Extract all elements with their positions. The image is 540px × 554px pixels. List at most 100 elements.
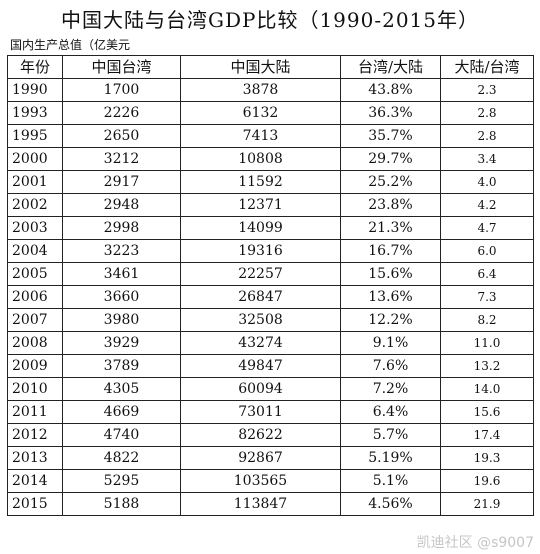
header-year: 年份 (7, 55, 63, 79)
cell-year: 2015 (7, 492, 63, 516)
cell-tw-cn-ratio: 23.8% (340, 193, 441, 217)
cell-mainland-gdp: 103565 (180, 469, 341, 493)
table-row: 2005 3461 22257 15.6% 6.4 (7, 262, 534, 286)
cell-year: 2011 (7, 400, 63, 424)
table-row: 2002 2948 12371 23.8% 4.2 (7, 193, 534, 217)
table-row: 2015 5188 113847 4.56% 21.9 (7, 492, 534, 516)
cell-year: 2006 (7, 285, 63, 309)
cell-tw-cn-ratio: 9.1% (340, 331, 441, 355)
cell-tw-cn-ratio: 15.6% (340, 262, 441, 286)
cell-mainland-gdp: 19316 (180, 239, 341, 263)
cell-tw-cn-ratio: 6.4% (340, 400, 441, 424)
table-row: 2011 4669 73011 6.4% 15.6 (7, 400, 534, 424)
cell-year: 2007 (7, 308, 63, 332)
cell-taiwan-gdp: 2226 (62, 101, 181, 125)
cell-cn-tw-ratio: 15.6 (440, 400, 534, 424)
table-row: 1993 2226 6132 36.3% 2.8 (7, 101, 534, 125)
cell-cn-tw-ratio: 17.4 (440, 423, 534, 447)
cell-cn-tw-ratio: 4.2 (440, 193, 534, 217)
table-row: 1990 1700 3878 43.8% 2.3 (7, 78, 534, 102)
table-row: 2012 4740 82622 5.7% 17.4 (7, 423, 534, 447)
table-row: 1995 2650 7413 35.7% 2.8 (7, 124, 534, 148)
cell-year: 2001 (7, 170, 63, 194)
cell-mainland-gdp: 82622 (180, 423, 341, 447)
table-row: 2014 5295 103565 5.1% 19.6 (7, 469, 534, 493)
cell-taiwan-gdp: 2650 (62, 124, 181, 148)
cell-year: 2012 (7, 423, 63, 447)
cell-taiwan-gdp: 3980 (62, 308, 181, 332)
cell-cn-tw-ratio: 6.0 (440, 239, 534, 263)
cell-tw-cn-ratio: 35.7% (340, 124, 441, 148)
cell-taiwan-gdp: 4669 (62, 400, 181, 424)
cell-tw-cn-ratio: 21.3% (340, 216, 441, 240)
cell-mainland-gdp: 12371 (180, 193, 341, 217)
cell-mainland-gdp: 49847 (180, 354, 341, 378)
cell-tw-cn-ratio: 29.7% (340, 147, 441, 171)
cell-taiwan-gdp: 3929 (62, 331, 181, 355)
cell-cn-tw-ratio: 3.4 (440, 147, 534, 171)
cell-taiwan-gdp: 2998 (62, 216, 181, 240)
cell-cn-tw-ratio: 2.8 (440, 124, 534, 148)
cell-cn-tw-ratio: 4.0 (440, 170, 534, 194)
header-taiwan-mainland-ratio: 台湾/大陆 (340, 55, 441, 79)
cell-year: 2010 (7, 377, 63, 401)
cell-year: 2005 (7, 262, 63, 286)
cell-mainland-gdp: 10808 (180, 147, 341, 171)
cell-tw-cn-ratio: 5.19% (340, 446, 441, 470)
cell-tw-cn-ratio: 5.7% (340, 423, 441, 447)
cell-mainland-gdp: 14099 (180, 216, 341, 240)
table-row: 2003 2998 14099 21.3% 4.7 (7, 216, 534, 240)
cell-mainland-gdp: 32508 (180, 308, 341, 332)
cell-taiwan-gdp: 3223 (62, 239, 181, 263)
cell-cn-tw-ratio: 21.9 (440, 492, 534, 516)
table-row: 2001 2917 11592 25.2% 4.0 (7, 170, 534, 194)
cell-year: 2004 (7, 239, 63, 263)
cell-taiwan-gdp: 1700 (62, 78, 181, 102)
cell-taiwan-gdp: 3212 (62, 147, 181, 171)
cell-taiwan-gdp: 4822 (62, 446, 181, 470)
page-title: 中国大陆与台湾GDP比较（1990-2015年） (60, 8, 480, 32)
cell-taiwan-gdp: 4305 (62, 377, 181, 401)
cell-mainland-gdp: 3878 (180, 78, 341, 102)
cell-tw-cn-ratio: 7.6% (340, 354, 441, 378)
cell-year: 2003 (7, 216, 63, 240)
watermark: 凯迪社区 @s9007 (416, 535, 534, 551)
cell-taiwan-gdp: 5295 (62, 469, 181, 493)
header-taiwan: 中国台湾 (62, 55, 181, 79)
table-header-row: 年份 中国台湾 中国大陆 台湾/大陆 大陆/台湾 (7, 55, 534, 79)
table-body: 1990 1700 3878 43.8% 2.3 1993 2226 6132 36.3% 2.8… (7, 78, 534, 516)
cell-year: 1995 (7, 124, 63, 148)
cell-year: 2014 (7, 469, 63, 493)
cell-taiwan-gdp: 4740 (62, 423, 181, 447)
cell-year: 2008 (7, 331, 63, 355)
cell-cn-tw-ratio: 8.2 (440, 308, 534, 332)
cell-tw-cn-ratio: 5.1% (340, 469, 441, 493)
header-mainland-taiwan-ratio: 大陆/台湾 (440, 55, 534, 79)
cell-mainland-gdp: 113847 (180, 492, 341, 516)
cell-mainland-gdp: 43274 (180, 331, 341, 355)
cell-tw-cn-ratio: 4.56% (340, 492, 441, 516)
cell-mainland-gdp: 26847 (180, 285, 341, 309)
cell-cn-tw-ratio: 11.0 (440, 331, 534, 355)
cell-mainland-gdp: 60094 (180, 377, 341, 401)
table-row: 2006 3660 26847 13.6% 7.3 (7, 285, 534, 309)
cell-taiwan-gdp: 2948 (62, 193, 181, 217)
cell-mainland-gdp: 92867 (180, 446, 341, 470)
cell-mainland-gdp: 22257 (180, 262, 341, 286)
cell-taiwan-gdp: 5188 (62, 492, 181, 516)
cell-taiwan-gdp: 3789 (62, 354, 181, 378)
table-row: 2013 4822 92867 5.19% 19.3 (7, 446, 534, 470)
table-row: 2010 4305 60094 7.2% 14.0 (7, 377, 534, 401)
cell-tw-cn-ratio: 7.2% (340, 377, 441, 401)
cell-tw-cn-ratio: 12.2% (340, 308, 441, 332)
cell-mainland-gdp: 73011 (180, 400, 341, 424)
cell-year: 2013 (7, 446, 63, 470)
cell-cn-tw-ratio: 14.0 (440, 377, 534, 401)
header-mainland: 中国大陆 (180, 55, 341, 79)
cell-mainland-gdp: 7413 (180, 124, 341, 148)
cell-tw-cn-ratio: 25.2% (340, 170, 441, 194)
table-row: 2007 3980 32508 12.2% 8.2 (7, 308, 534, 332)
table-row: 2008 3929 43274 9.1% 11.0 (7, 331, 534, 355)
unit-label: 国内生产总值（亿美元 (10, 38, 131, 52)
cell-cn-tw-ratio: 19.6 (440, 469, 534, 493)
